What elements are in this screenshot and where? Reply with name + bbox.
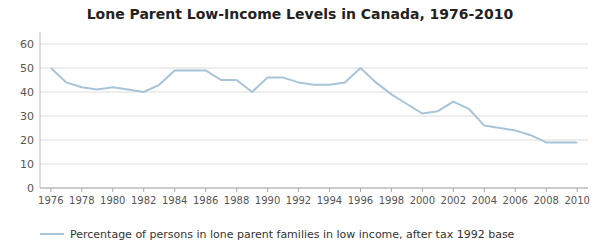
x-tick-label: 2006 — [503, 195, 528, 206]
plot-data — [51, 68, 577, 142]
x-tick-label: 2000 — [410, 195, 435, 206]
grid-line — [40, 140, 588, 141]
x-tick-label: 1992 — [286, 195, 311, 206]
x-tick — [422, 188, 423, 192]
grid-line — [40, 92, 588, 93]
x-tick-label: 1994 — [317, 195, 342, 206]
x-tick-label: 1988 — [224, 195, 249, 206]
legend-swatch — [40, 233, 64, 235]
grid-line — [40, 44, 588, 45]
grid-line — [40, 188, 588, 189]
x-tick-label: 2002 — [441, 195, 466, 206]
x-tick — [484, 188, 485, 192]
y-tick-label: 40 — [20, 86, 34, 99]
x-tick — [298, 188, 299, 192]
y-tick-label: 50 — [20, 62, 34, 75]
x-tick — [205, 188, 206, 192]
x-tick — [81, 188, 82, 192]
x-tick — [546, 188, 547, 192]
x-tick — [112, 188, 113, 192]
x-tick — [143, 188, 144, 192]
grid-line — [40, 116, 588, 117]
x-tick-label: 2008 — [533, 195, 558, 206]
legend-label: Percentage of persons in lone parent fam… — [70, 228, 515, 241]
x-tick-label: 1996 — [348, 195, 373, 206]
y-tick-label: 20 — [20, 134, 34, 147]
x-tick — [50, 188, 51, 192]
chart: Lone Parent Low-Income Levels in Canada,… — [0, 0, 600, 252]
y-tick-label: 60 — [20, 38, 34, 51]
grid-line — [40, 164, 588, 165]
x-tick-label: 2004 — [472, 195, 497, 206]
x-tick — [577, 188, 578, 192]
x-tick-label: 1990 — [255, 195, 280, 206]
x-tick-label: 1982 — [131, 195, 156, 206]
x-tick-label: 1976 — [38, 195, 63, 206]
y-grid — [40, 44, 588, 188]
x-tick-label: 1980 — [100, 195, 125, 206]
x-tick — [329, 188, 330, 192]
x-tick-label: 1978 — [69, 195, 94, 206]
x-tick-label: 2010 — [564, 195, 589, 206]
x-tick — [360, 188, 361, 192]
title: Lone Parent Low-Income Levels in Canada,… — [87, 6, 514, 22]
y-tick-label: 30 — [20, 110, 34, 123]
y-tick-label: 10 — [20, 158, 34, 171]
x-tick — [453, 188, 454, 192]
y-tick-label: 0 — [27, 182, 34, 195]
grid-line — [40, 68, 588, 69]
x-axis-line — [40, 188, 588, 189]
x-tick — [267, 188, 268, 192]
x-tick — [236, 188, 237, 192]
x-tick-label: 1998 — [379, 195, 404, 206]
series-line — [51, 68, 577, 142]
legend: Percentage of persons in lone parent fam… — [40, 228, 515, 241]
x-tick-label: 1986 — [193, 195, 218, 206]
x-tick-label: 1984 — [162, 195, 187, 206]
x-tick — [391, 188, 392, 192]
x-tick — [174, 188, 175, 192]
y-axis-line — [40, 32, 41, 188]
x-tick — [515, 188, 516, 192]
